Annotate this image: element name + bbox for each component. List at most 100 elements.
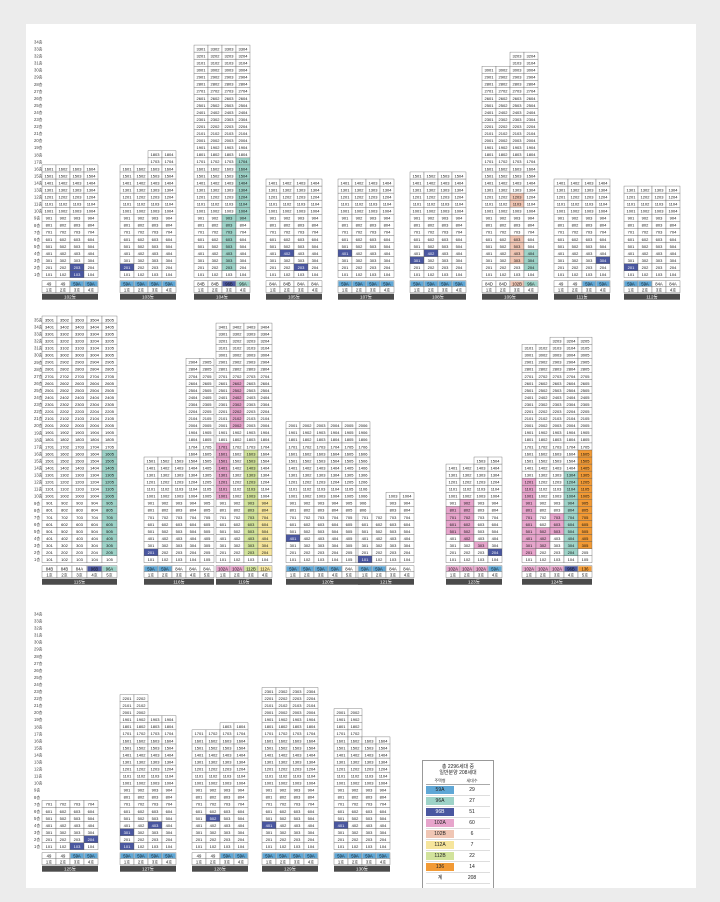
unit-number: 2405 (581, 395, 591, 400)
unit-number: 1904 (567, 430, 577, 435)
unit-number: 804 (568, 508, 575, 513)
floor-label: 30층 (34, 352, 43, 358)
unit-number: 2102 (539, 416, 549, 421)
unit-number: 603 (74, 809, 81, 814)
unit-number: 1001 (557, 209, 567, 214)
unit-number: 101 (124, 272, 131, 277)
unit-number: 1204 (491, 480, 501, 485)
unit-number: 1203 (441, 194, 451, 199)
unit-number: 903 (366, 788, 373, 793)
unit-number: 2004 (331, 423, 341, 428)
floor-label: 22층 (34, 408, 43, 414)
unit-number: 2702 (499, 89, 509, 94)
unit-number: 1005 (581, 494, 591, 499)
unit-number: 102 (500, 272, 507, 277)
unit-number: 1001 (449, 494, 459, 499)
unit-number: 303 (656, 258, 663, 263)
unit-number: 1201 (485, 194, 495, 199)
unit-number: 602 (356, 237, 363, 242)
unit-number: 302 (61, 543, 68, 548)
unit-number: 2503 (513, 103, 523, 108)
unit-number: 2905 (581, 360, 591, 365)
unit-number: 2203 (293, 696, 303, 701)
unit-number: 404 (166, 823, 173, 828)
unit-number: 2001 (123, 710, 133, 715)
building-112동: 1012013014015016017018019011001110112011… (623, 185, 681, 300)
unit-number: 1003 (389, 494, 399, 499)
unit-number: 204 (240, 265, 247, 270)
unit-number: 2202 (137, 696, 147, 701)
line-label: 3호 (74, 287, 80, 292)
unit-number: 502 (284, 244, 291, 249)
unit-number: 503 (478, 529, 485, 534)
unit-type-label: 59A (161, 566, 169, 571)
unit-type-label: 84A (389, 566, 397, 571)
unit-number: 102 (280, 844, 287, 849)
unit-number: 1301 (123, 187, 133, 192)
unit-number: 1003 (369, 209, 379, 214)
unit-number: 1603 (151, 166, 161, 171)
unit-number: 1703 (225, 159, 235, 164)
unit-number: 1902 (351, 717, 361, 722)
unit-number: 1004 (599, 209, 609, 214)
unit-number: 104 (91, 557, 98, 562)
unit-number: 701 (414, 230, 421, 235)
line-label: 5호 (582, 572, 588, 577)
floor-label: 16층 (34, 737, 43, 743)
unit-number: 102 (61, 557, 68, 562)
unit-number: 603 (294, 809, 301, 814)
unit-number: 1203 (225, 194, 235, 199)
unit-number: 103 (318, 557, 325, 562)
unit-number: 302 (60, 830, 67, 835)
unit-number: 101 (526, 557, 533, 562)
floor-label: 27층 (34, 373, 43, 379)
unit-type-label: 59A (369, 281, 377, 286)
unit-number: 803 (318, 508, 325, 513)
unit-number: 1302 (59, 187, 69, 192)
unit-number: 1302 (427, 187, 437, 192)
unit-number: 1802 (60, 437, 70, 442)
unit-number: 1301 (147, 472, 157, 477)
unit-number: 803 (554, 508, 561, 513)
unit-number: 202 (284, 265, 291, 270)
unit-number: 701 (220, 515, 227, 520)
unit-number: 2603 (225, 96, 235, 101)
unit-number: 102 (162, 557, 169, 562)
unit-number: 601 (46, 237, 53, 242)
floor-label: 13층 (34, 472, 43, 478)
unit-number: 1404 (165, 180, 175, 185)
unit-number: 402 (138, 823, 145, 828)
unit-number: 2002 (499, 138, 509, 143)
unit-number: 203 (318, 550, 325, 555)
unit-number: 2701 (219, 374, 229, 379)
building-name: 104동 (216, 294, 228, 299)
floor-label: 26층 (34, 380, 43, 386)
unit-type-label: 59A (427, 281, 435, 286)
unit-number: 203 (656, 265, 663, 270)
unit-number: 704 (456, 230, 463, 235)
building-111동: 1012013014015016017018019011001110112011… (553, 178, 611, 300)
unit-number: 504 (670, 244, 677, 249)
unit-number: 204 (492, 550, 499, 555)
unit-number: 3304 (90, 331, 100, 336)
unit-number: 202 (138, 837, 145, 842)
unit-number: 1102 (161, 487, 170, 492)
unit-number: 501 (450, 529, 457, 534)
floor-label: 10층 (34, 208, 43, 214)
unit-number: 202 (210, 837, 217, 842)
unit-type-label: 59A (585, 281, 593, 286)
unit-number: 301 (486, 258, 493, 263)
unit-number: 601 (46, 522, 53, 527)
unit-number: 1501 (195, 745, 205, 750)
unit-number: 2001 (197, 138, 207, 143)
unit-number: 1801 (485, 152, 495, 157)
unit-number: 404 (492, 536, 499, 541)
unit-number: 904 (88, 216, 95, 221)
unit-number: 702 (356, 230, 363, 235)
unit-number: 102 (642, 272, 649, 277)
floor-label: 5층 (34, 243, 40, 249)
unit-number: 2702 (60, 374, 70, 379)
unit-number: 1104 (307, 774, 316, 779)
unit-number: 302 (352, 830, 359, 835)
floor-label: 5층 (34, 815, 40, 821)
